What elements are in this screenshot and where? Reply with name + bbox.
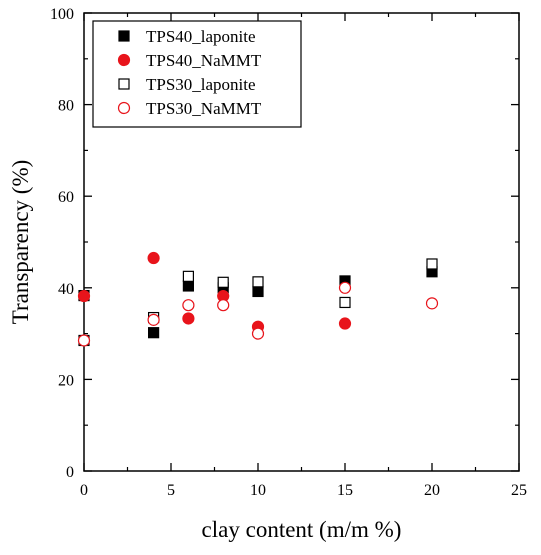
y-axis-label: Transparency (%): [8, 160, 33, 325]
legend-marker-tps30-laponite: [118, 78, 130, 90]
data-point-tps40-laponite: [148, 327, 160, 339]
x-tick-label: 15: [337, 482, 353, 499]
data-point-tps40-nammt: [338, 317, 352, 330]
data-point-tps30-nammt: [217, 299, 230, 312]
data-point-tps30-nammt: [77, 334, 91, 347]
data-point-tps30-laponite: [339, 296, 351, 309]
legend-marker-tps40-nammt: [117, 53, 131, 67]
y-tick-label: 100: [50, 6, 74, 23]
data-point-tps30-laponite: [252, 276, 264, 288]
x-tick-label: 0: [80, 482, 88, 499]
legend-marker-tps40-laponite: [118, 30, 130, 42]
data-point-tps30-nammt: [425, 297, 439, 310]
x-tick-label: 20: [424, 482, 440, 499]
data-point-tps30-nammt: [338, 281, 352, 294]
data-point-tps30-nammt: [182, 299, 195, 312]
x-tick-label: 25: [511, 482, 527, 499]
data-point-tps40-laponite: [182, 280, 194, 292]
legend-label-tps30-laponite: TPS30_laponite: [146, 75, 256, 94]
axes-layer: 0 5 10 15 20 25 0 20 40 60 80 100: [50, 6, 527, 499]
y-tick-label: 0: [66, 464, 74, 481]
y-tick-label: 60: [58, 189, 74, 206]
y-tick-label: 80: [58, 98, 74, 115]
data-point-tps40-nammt: [147, 251, 160, 265]
data-point-tps30-nammt: [147, 313, 160, 326]
data-point-tps30-laponite: [217, 276, 229, 288]
points-layer: [77, 251, 439, 347]
data-point-tps30-laponite: [182, 270, 194, 282]
x-tick-label: 5: [167, 482, 175, 499]
y-tick-label: 40: [58, 281, 74, 298]
x-axis-label: clay content (m/m %): [202, 517, 402, 542]
data-point-tps40-nammt: [182, 312, 195, 325]
legend-label-tps30-nammt: TPS30_NaMMT: [146, 99, 262, 118]
legend-label-tps40-nammt: TPS40_NaMMT: [146, 51, 262, 70]
legend-marker-tps30-nammt: [117, 101, 131, 115]
data-point-tps40-laponite: [252, 285, 264, 298]
data-point-tps30-laponite: [426, 258, 438, 270]
y-tick-label: 20: [58, 372, 74, 389]
legend-label-tps40-laponite: TPS40_laponite: [146, 27, 256, 46]
data-point-tps30-nammt: [251, 327, 265, 340]
x-tick-label: 10: [250, 482, 266, 499]
legend-layer: TPS40_laponite TPS40_NaMMT TPS30_laponite T…: [92, 20, 302, 128]
data-point-tps40-nammt: [77, 289, 91, 303]
